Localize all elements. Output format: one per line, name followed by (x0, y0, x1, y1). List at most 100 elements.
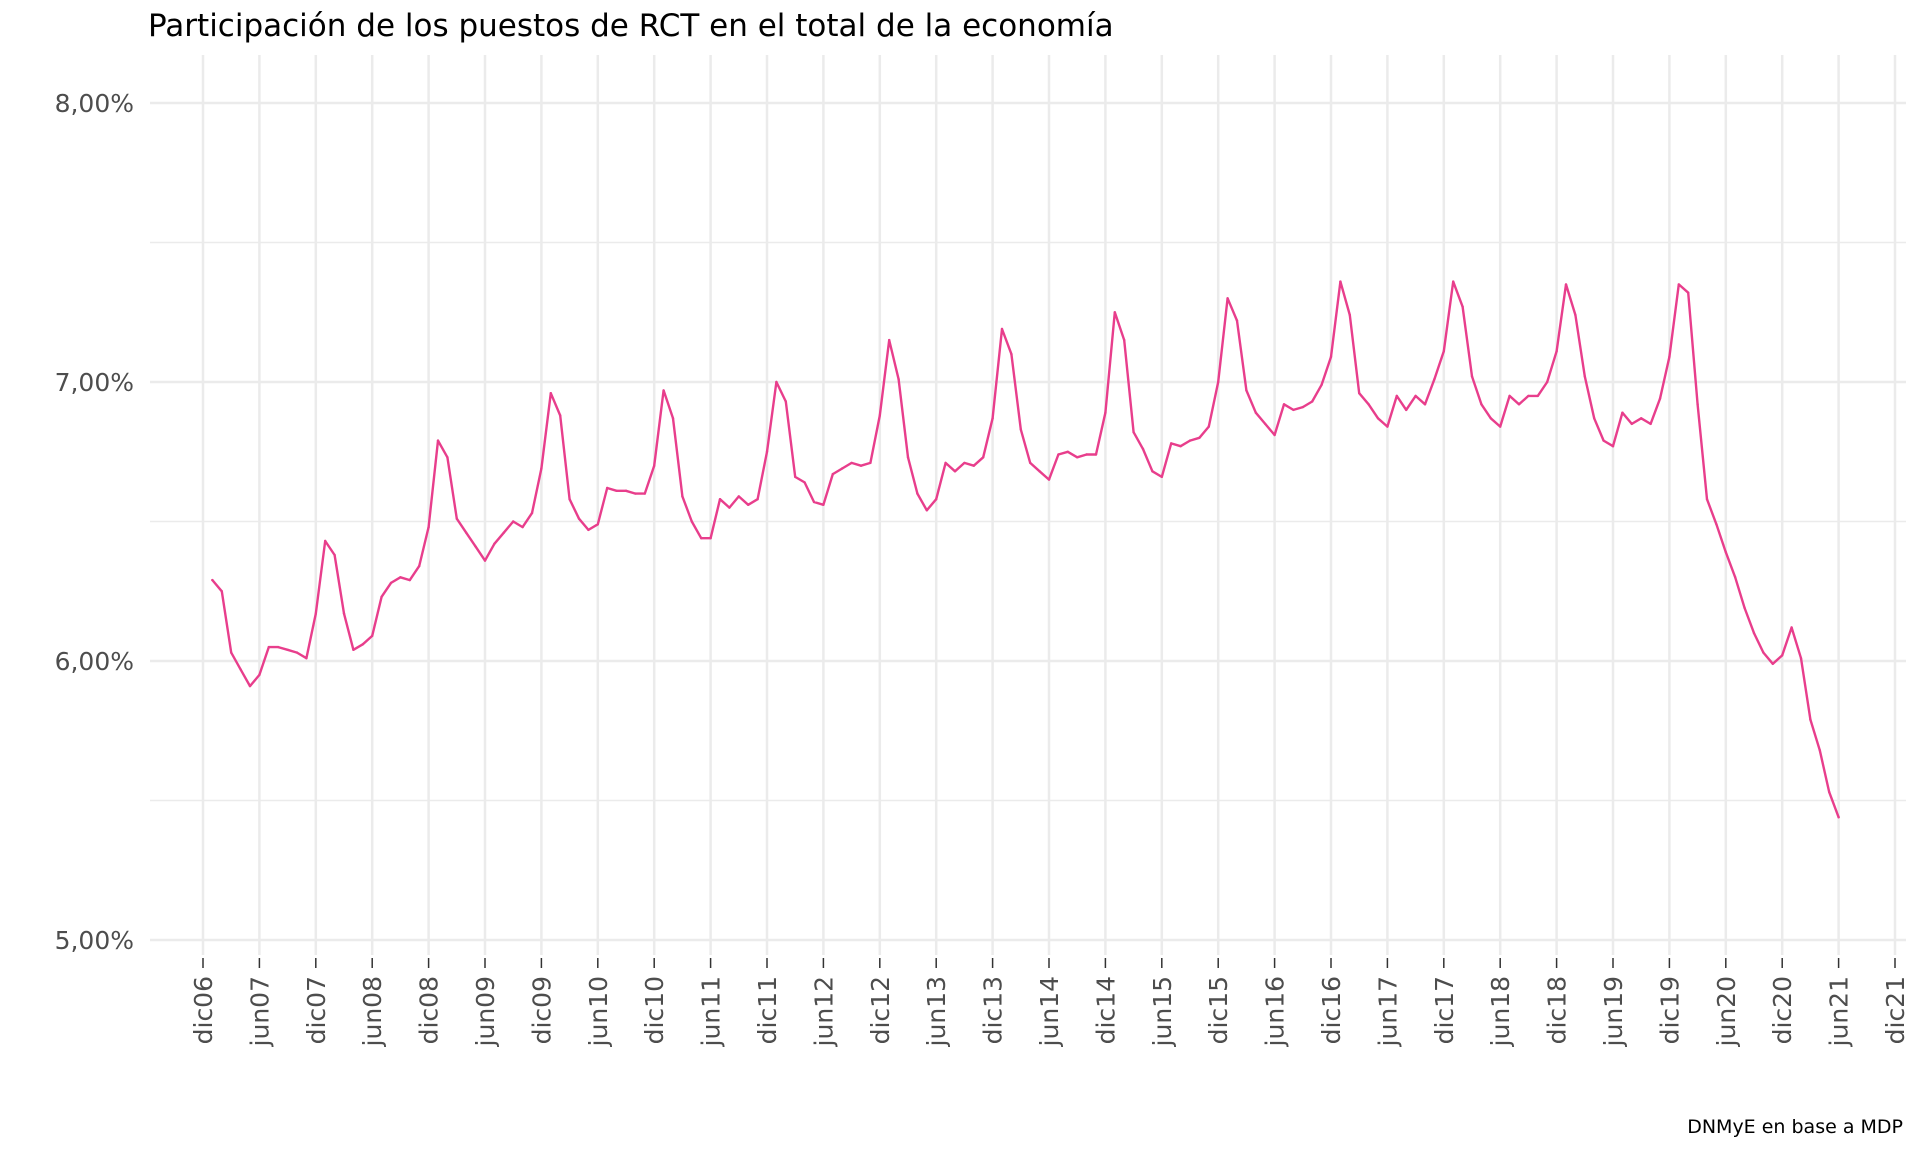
data-point (305, 657, 308, 660)
series-line (211, 280, 1840, 819)
data-point (897, 378, 900, 381)
data-point (1282, 403, 1286, 406)
data-point (841, 467, 844, 470)
data-point (784, 400, 787, 403)
data-point (718, 498, 722, 501)
data-point (1658, 397, 1662, 400)
data-point (1640, 417, 1643, 420)
data-point (512, 520, 515, 523)
data-point (1668, 355, 1671, 359)
data-point (418, 564, 421, 568)
x-tick-label: dic17 (1430, 976, 1459, 1044)
chart-caption: DNMyE en base a MDP (1687, 1116, 1903, 1138)
data-point (286, 648, 289, 651)
data-point (1799, 657, 1803, 660)
data-point (549, 392, 552, 395)
data-point (1104, 411, 1107, 414)
data-point (859, 464, 863, 467)
data-point (728, 506, 731, 509)
y-tick-label: 6,00% (55, 647, 134, 676)
major-gridlines (150, 55, 1906, 968)
data-point (1085, 453, 1088, 456)
x-tick-label: dic12 (866, 976, 895, 1044)
data-point (465, 531, 468, 534)
data-point (1010, 352, 1013, 356)
x-tick-label: dic06 (189, 976, 218, 1044)
data-point (1705, 498, 1709, 501)
data-point (606, 486, 609, 490)
data-point (775, 380, 778, 384)
data-point (258, 673, 261, 677)
data-point (991, 417, 994, 420)
data-point (1470, 375, 1474, 378)
data-point (1536, 394, 1540, 398)
x-tick-label: dic19 (1655, 976, 1684, 1044)
data-point (1564, 283, 1568, 286)
data-point (568, 498, 571, 501)
data-point (681, 495, 684, 498)
data-point (1743, 606, 1746, 610)
x-tick-label: dic21 (1881, 976, 1910, 1044)
data-point (220, 590, 223, 593)
data-point (1546, 380, 1549, 384)
data-point (1151, 470, 1154, 473)
x-tick-label: jun18 (1486, 976, 1515, 1047)
data-point (1677, 283, 1681, 286)
x-tick-label: jun14 (1035, 976, 1064, 1047)
data-point (596, 523, 599, 526)
data-point (1593, 417, 1596, 420)
data-point (1235, 319, 1239, 322)
x-tick-label: jun10 (584, 976, 613, 1047)
data-point (333, 553, 336, 557)
data-point (1047, 478, 1051, 481)
data-point (1809, 718, 1812, 721)
data-point (935, 498, 938, 501)
data-point (1480, 403, 1483, 406)
data-point (399, 576, 402, 579)
data-point (371, 634, 374, 638)
data-point (427, 525, 430, 529)
data-point (1348, 313, 1352, 317)
data-point (1160, 475, 1164, 479)
x-tick-label: dic07 (302, 976, 331, 1044)
data-point (812, 500, 816, 504)
data-point (671, 417, 675, 420)
series-layer (211, 280, 1840, 819)
data-point (540, 467, 543, 470)
x-tick-label: dic13 (979, 976, 1008, 1044)
data-point (277, 645, 280, 649)
data-point (869, 461, 872, 465)
data-point (483, 559, 487, 562)
data-point (1630, 422, 1634, 426)
data-point (916, 492, 919, 495)
data-point (756, 498, 759, 501)
data-point (1029, 461, 1032, 465)
data-point (1837, 816, 1840, 819)
data-point (1376, 417, 1380, 420)
data-point (239, 668, 242, 671)
x-tick-label: dic14 (1091, 976, 1120, 1044)
data-point (963, 461, 966, 465)
x-tick-label: dic16 (1317, 976, 1346, 1044)
data-point (1687, 291, 1690, 294)
data-point (1254, 411, 1258, 414)
data-point (1113, 311, 1117, 314)
data-point (1442, 350, 1446, 353)
x-tick-label: jun08 (358, 976, 387, 1047)
data-point (1762, 651, 1765, 654)
data-point (446, 456, 449, 459)
x-axis-labels: dic06 jun07 dic07 jun08 dic08 jun09 dic09 jun10… (189, 976, 1910, 1047)
data-point (1574, 313, 1577, 317)
x-tick-label: jun21 (1825, 976, 1854, 1047)
data-point (822, 503, 825, 506)
data-point (1489, 417, 1493, 420)
data-point (1000, 327, 1004, 331)
data-point (1367, 403, 1370, 406)
data-point (888, 338, 891, 342)
data-point (1517, 403, 1521, 406)
y-tick-label: 7,00% (55, 368, 134, 397)
data-point (1395, 394, 1399, 398)
data-point (1301, 405, 1305, 409)
data-point (1433, 378, 1436, 381)
